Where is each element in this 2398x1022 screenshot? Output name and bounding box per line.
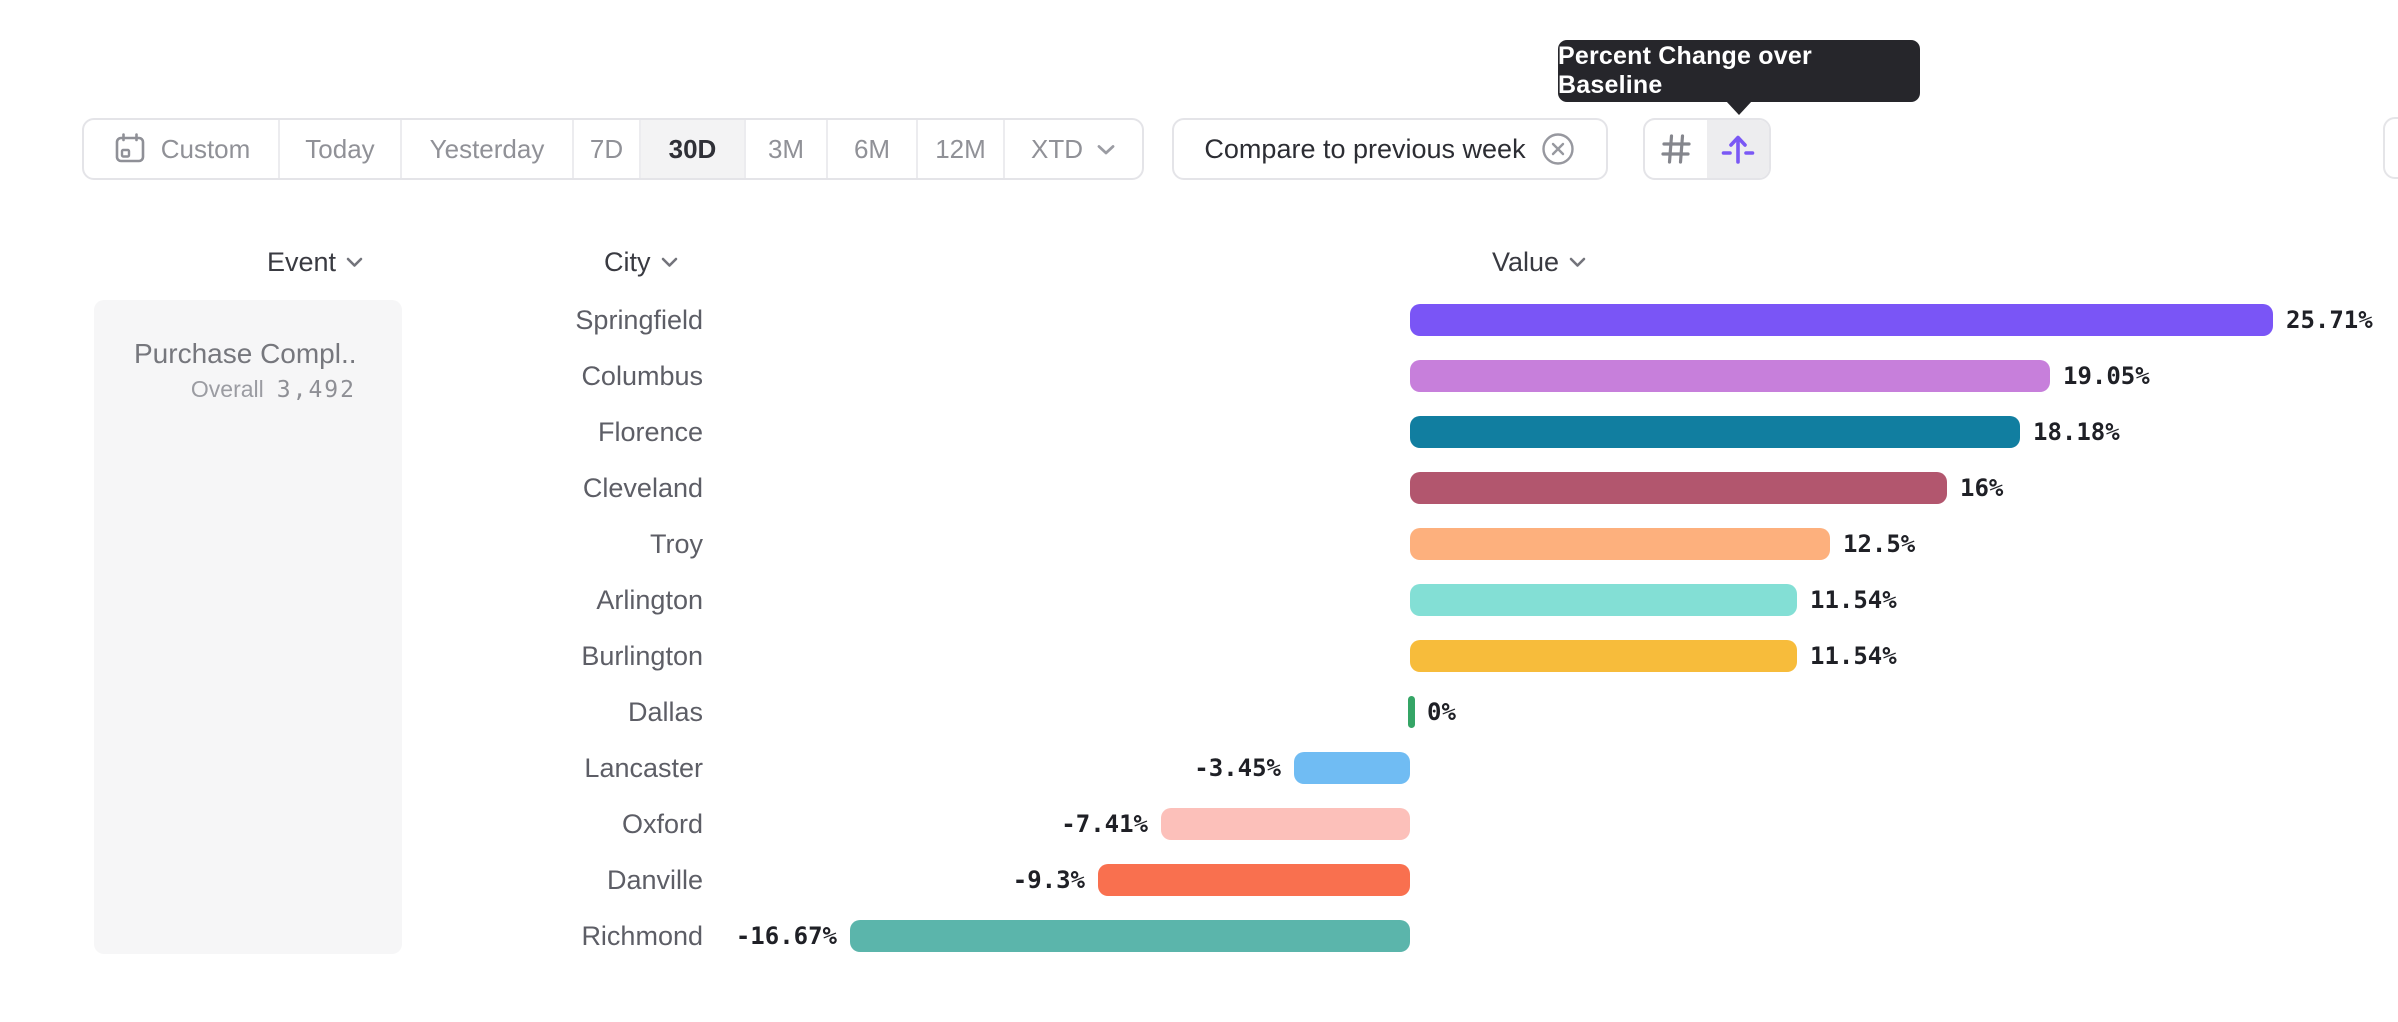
value-label: 16% bbox=[1960, 474, 2004, 502]
column-header-value[interactable]: Value bbox=[1492, 246, 1587, 278]
value-label: -9.3% bbox=[1012, 866, 1085, 894]
chart-row: Springfield 25.71% bbox=[0, 292, 2398, 348]
chevron-down-icon bbox=[345, 256, 364, 268]
value-bar[interactable] bbox=[1410, 360, 2050, 392]
column-header-city[interactable]: City bbox=[604, 246, 679, 278]
chevron-down-icon bbox=[1568, 256, 1587, 268]
city-label: Lancaster bbox=[584, 753, 703, 783]
calendar-icon bbox=[112, 131, 148, 167]
chart-row: Arlington 11.54% bbox=[0, 572, 2398, 628]
date-range-30d-selected[interactable]: 30D bbox=[641, 120, 746, 178]
date-range-label: Custom bbox=[160, 133, 251, 164]
column-header-event[interactable]: Event bbox=[267, 246, 364, 278]
value-label: 11.54% bbox=[1810, 642, 1897, 670]
chevron-down-icon bbox=[1096, 143, 1116, 156]
chart-row: Lancaster -3.45% bbox=[0, 740, 2398, 796]
chart-row: Florence 18.18% bbox=[0, 404, 2398, 460]
value-label: 19.05% bbox=[2063, 362, 2150, 390]
city-label: Cleveland bbox=[582, 473, 703, 503]
chevron-down-icon bbox=[660, 256, 679, 268]
city-label: Columbus bbox=[581, 361, 703, 391]
city-label: Danville bbox=[606, 865, 703, 895]
value-label: 25.71% bbox=[2286, 306, 2373, 334]
value-label: -7.41% bbox=[1061, 810, 1148, 838]
city-label: Springfield bbox=[575, 305, 703, 335]
value-display-toggle bbox=[1643, 118, 1771, 180]
compare-to-previous-week-chip[interactable]: Compare to previous week bbox=[1172, 118, 1608, 180]
zero-baseline-tick[interactable] bbox=[1408, 696, 1415, 728]
overall-value: 3,492 bbox=[276, 377, 356, 403]
date-range-12m[interactable]: 12M bbox=[918, 120, 1005, 178]
tooltip-caret bbox=[1726, 101, 1752, 115]
value-label: 11.54% bbox=[1810, 586, 1897, 614]
date-range-picker: Custom Today Yesterday 7D 30D 3M 6M 12M … bbox=[82, 118, 1144, 180]
value-label: -3.45% bbox=[1194, 754, 1281, 782]
hash-icon bbox=[1657, 130, 1695, 168]
value-bar[interactable] bbox=[1098, 864, 1410, 896]
compare-chip-label: Compare to previous week bbox=[1204, 133, 1526, 164]
city-label: Dallas bbox=[627, 697, 703, 727]
value-bar[interactable] bbox=[1410, 416, 2020, 448]
clipped-toolbar-button[interactable] bbox=[2383, 117, 2398, 179]
value-bar[interactable] bbox=[1410, 528, 1830, 560]
city-label: Florence bbox=[597, 417, 703, 447]
value-bar[interactable] bbox=[1410, 304, 2273, 336]
date-range-3m[interactable]: 3M bbox=[746, 120, 828, 178]
value-label: 18.18% bbox=[2033, 418, 2120, 446]
city-label: Richmond bbox=[581, 921, 703, 951]
tooltip-text: Percent Change over Baseline bbox=[1558, 42, 1812, 99]
value-bar[interactable] bbox=[1410, 640, 1797, 672]
chart-row: Columbus 19.05% bbox=[0, 348, 2398, 404]
absolute-values-button[interactable] bbox=[1645, 120, 1707, 178]
value-bar[interactable] bbox=[1410, 472, 1947, 504]
chart-row: Danville -9.3% bbox=[0, 852, 2398, 908]
chart-row: Burlington 11.54% bbox=[0, 628, 2398, 684]
tooltip-percent-change-over-baseline: Percent Change over Baseline bbox=[1558, 40, 1920, 115]
value-bar[interactable] bbox=[1161, 808, 1410, 840]
value-bar[interactable] bbox=[1410, 584, 1797, 616]
value-bar[interactable] bbox=[850, 920, 1410, 952]
chart-row: Troy 12.5% bbox=[0, 516, 2398, 572]
date-range-today[interactable]: Today bbox=[280, 120, 402, 178]
date-range-yesterday[interactable]: Yesterday bbox=[402, 120, 574, 178]
date-range-xtd[interactable]: XTD bbox=[1005, 120, 1142, 178]
date-range-6m[interactable]: 6M bbox=[828, 120, 918, 178]
city-label: Troy bbox=[650, 529, 703, 559]
city-label: Oxford bbox=[621, 809, 703, 839]
percent-change-over-baseline-button[interactable] bbox=[1707, 120, 1769, 178]
value-bar[interactable] bbox=[1294, 752, 1410, 784]
chart-row: Cleveland 16% bbox=[0, 460, 2398, 516]
x-circle-icon[interactable] bbox=[1540, 131, 1576, 167]
date-range-custom[interactable]: Custom bbox=[84, 120, 280, 178]
city-label: Burlington bbox=[581, 641, 703, 671]
value-label: 12.5% bbox=[1843, 530, 1916, 558]
city-label: Arlington bbox=[596, 585, 703, 615]
value-label: 0% bbox=[1427, 698, 1456, 726]
baseline-arrow-icon bbox=[1718, 129, 1758, 169]
chart-row: Oxford -7.41% bbox=[0, 796, 2398, 852]
chart-row: Richmond -16.67% bbox=[0, 908, 2398, 964]
event-name: Purchase Compl... bbox=[134, 338, 356, 369]
event-card-purchase-completed[interactable]: Purchase Compl... Overall 3,492 bbox=[94, 300, 402, 954]
date-range-7d[interactable]: 7D bbox=[574, 120, 641, 178]
overall-label: Overall bbox=[190, 376, 264, 402]
chart-row: Dallas 0% bbox=[0, 684, 2398, 740]
value-label: -16.67% bbox=[735, 922, 837, 950]
